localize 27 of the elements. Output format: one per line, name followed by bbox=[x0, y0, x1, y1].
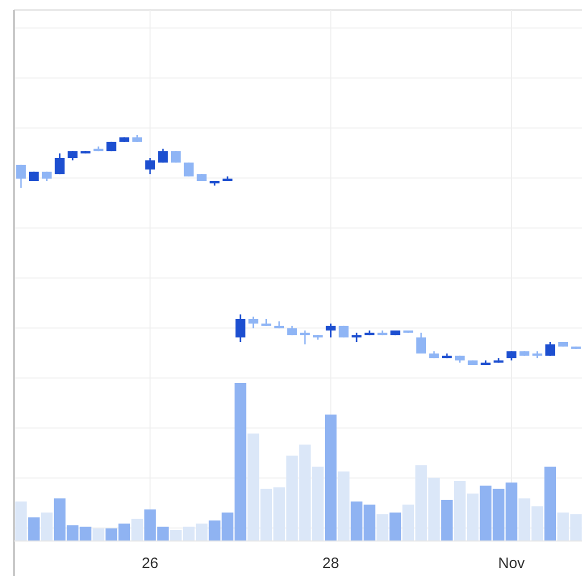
candlestick bbox=[68, 150, 78, 162]
candlestick bbox=[184, 162, 194, 178]
x-tick-label: Nov bbox=[498, 555, 526, 572]
candlestick bbox=[506, 350, 516, 362]
candlestick bbox=[545, 341, 556, 357]
candlestick bbox=[54, 152, 65, 175]
bar bbox=[338, 471, 350, 541]
bar bbox=[131, 518, 143, 541]
candlestick bbox=[236, 314, 246, 343]
candlestick bbox=[248, 316, 258, 329]
x-tick-label: 26 bbox=[142, 555, 158, 572]
bar bbox=[41, 512, 53, 541]
bar bbox=[324, 414, 337, 541]
candlestick bbox=[416, 332, 426, 354]
candlestick bbox=[158, 148, 168, 164]
x-tick-label: 28 bbox=[322, 555, 340, 572]
bar bbox=[28, 517, 40, 541]
bar bbox=[376, 514, 388, 541]
candlestick bbox=[16, 164, 26, 189]
candlestick bbox=[326, 322, 336, 338]
candlestick bbox=[352, 332, 362, 343]
bar bbox=[15, 502, 27, 541]
bar bbox=[441, 500, 453, 541]
candlestick bbox=[145, 157, 155, 175]
bar bbox=[92, 528, 104, 541]
bar bbox=[544, 466, 556, 541]
bar bbox=[389, 512, 402, 541]
